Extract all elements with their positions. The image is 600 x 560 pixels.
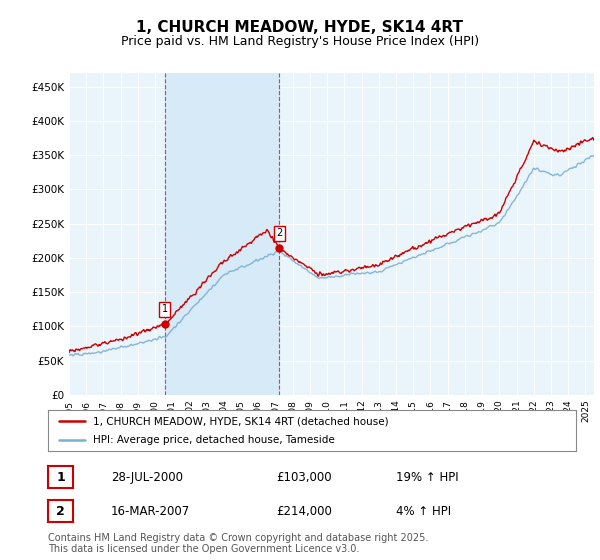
Bar xyxy=(165,73,279,395)
Text: £214,000: £214,000 xyxy=(276,505,332,518)
Text: Contains HM Land Registry data © Crown copyright and database right 2025.
This d: Contains HM Land Registry data © Crown c… xyxy=(48,533,428,554)
Text: 1, CHURCH MEADOW, HYDE, SK14 4RT: 1, CHURCH MEADOW, HYDE, SK14 4RT xyxy=(137,20,464,35)
Text: 2: 2 xyxy=(56,505,65,518)
Text: 28-JUL-2000: 28-JUL-2000 xyxy=(111,470,183,484)
Text: 1, CHURCH MEADOW, HYDE, SK14 4RT (detached house): 1, CHURCH MEADOW, HYDE, SK14 4RT (detach… xyxy=(93,417,389,426)
Text: HPI: Average price, detached house, Tameside: HPI: Average price, detached house, Tame… xyxy=(93,435,335,445)
Text: 16-MAR-2007: 16-MAR-2007 xyxy=(111,505,190,518)
Text: £103,000: £103,000 xyxy=(276,470,332,484)
Text: 2: 2 xyxy=(276,228,282,238)
Text: 19% ↑ HPI: 19% ↑ HPI xyxy=(396,470,458,484)
Text: Price paid vs. HM Land Registry's House Price Index (HPI): Price paid vs. HM Land Registry's House … xyxy=(121,35,479,48)
Text: 1: 1 xyxy=(162,304,168,314)
Text: 4% ↑ HPI: 4% ↑ HPI xyxy=(396,505,451,518)
Text: 1: 1 xyxy=(56,470,65,484)
